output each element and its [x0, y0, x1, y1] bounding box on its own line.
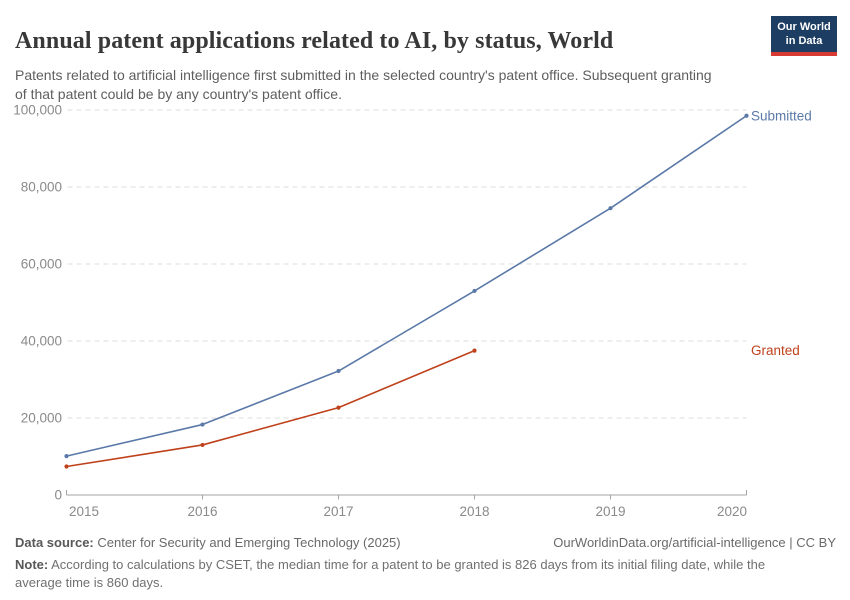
x-tick-label: 2016 [187, 504, 217, 519]
y-tick-label: 80,000 [21, 180, 62, 195]
owid-logo-line1: Our World [777, 21, 831, 33]
attribution-link[interactable]: OurWorldinData.org/artificial-intelligen… [553, 535, 836, 550]
data-point-submitted-2018[interactable] [472, 288, 477, 294]
data-point-granted-2016[interactable] [200, 442, 205, 448]
x-tick-label: 2020 [717, 504, 747, 519]
owid-logo: Our World in Data [771, 16, 837, 57]
data-point-submitted-2017[interactable] [336, 368, 341, 374]
x-tick-label: 2018 [459, 504, 489, 519]
y-tick-label: 60,000 [21, 257, 62, 272]
series-label-granted[interactable]: Granted [751, 343, 800, 358]
data-point-granted-2015[interactable] [64, 464, 69, 469]
x-tick-label: 2015 [69, 504, 99, 519]
data-point-submitted-2019[interactable] [608, 206, 613, 211]
chart-svg: 0 20,000 40,000 60,000 80,000 100,000 2015 2016… [13, 103, 812, 520]
footer-source-row: Data source: Center for Security and Eme… [15, 535, 836, 550]
y-tick-label: 20,000 [21, 411, 62, 426]
x-tick-label: 2019 [595, 504, 625, 519]
owid-logo-line2: in Data [785, 35, 823, 48]
line-chart: 0 20,000 40,000 60,000 80,000 100,000 2015 2016… [0, 95, 850, 540]
x-tick-label: 2017 [323, 504, 353, 519]
note-value: According to calculations by CSET, the m… [15, 557, 766, 591]
chart-subtitle: Patents related to artificial intelligen… [15, 67, 712, 102]
footer-note: Note: According to calculations by CSET,… [15, 556, 805, 593]
series-line-submitted[interactable] [65, 114, 748, 457]
data-point-granted-2017[interactable] [336, 405, 341, 410]
series-label-submitted[interactable]: Submitted [751, 108, 812, 123]
data-point-granted-2018[interactable] [472, 348, 477, 353]
data-point-submitted-2015[interactable] [64, 454, 69, 459]
data-source-label: Data source: [15, 535, 94, 550]
y-tick-label: 100,000 [13, 103, 62, 118]
note-label: Note: [15, 557, 49, 572]
chart-title: Annual patent applications related to AI… [15, 28, 614, 55]
data-point-submitted-2016[interactable] [200, 422, 205, 427]
series-line-granted[interactable] [65, 349, 476, 468]
y-tick-label: 0 [54, 488, 62, 503]
y-tick-label: 40,000 [21, 334, 62, 349]
data-source: Data source: Center for Security and Eme… [15, 535, 401, 550]
data-point-submitted-2020[interactable] [744, 113, 749, 118]
data-source-value: Center for Security and Emerging Technol… [93, 535, 401, 550]
